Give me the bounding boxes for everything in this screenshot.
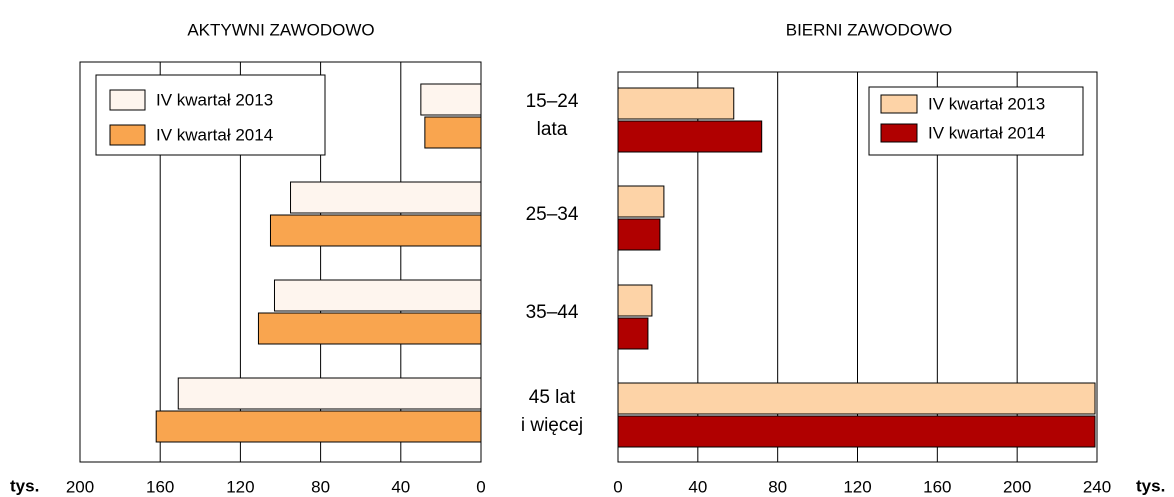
bar xyxy=(617,87,735,120)
category-label: 15–24 xyxy=(526,91,579,112)
x-tick-label: 40 xyxy=(688,477,707,496)
category-label: 35–44 xyxy=(526,302,579,323)
chart-title: BIERNI ZAWODOWO xyxy=(786,20,953,39)
category-label: lata xyxy=(537,119,568,140)
x-tick-label: 80 xyxy=(768,477,787,496)
x-tick-label: 200 xyxy=(66,477,94,496)
category-label: 25–34 xyxy=(526,204,579,225)
bar xyxy=(617,415,1096,448)
axis-unit: tys. xyxy=(10,476,39,495)
legend-label: IV kwartał 2014 xyxy=(156,125,273,144)
legend-swatch xyxy=(109,124,146,146)
x-tick-label: 160 xyxy=(923,477,951,496)
bar xyxy=(273,279,482,312)
bar xyxy=(424,116,482,149)
bar xyxy=(290,181,482,214)
legend-swatch xyxy=(109,89,146,111)
bar xyxy=(617,317,649,350)
legend-swatch xyxy=(880,123,918,143)
chart-title: AKTYWNI ZAWODOWO xyxy=(187,20,374,39)
bar xyxy=(155,410,482,443)
bar xyxy=(617,382,1096,415)
bar xyxy=(269,214,482,247)
category-label: 45 lat xyxy=(529,387,576,408)
bar xyxy=(617,218,661,251)
bar xyxy=(617,185,665,218)
x-tick-label: 80 xyxy=(311,477,330,496)
legend-label: IV kwartał 2013 xyxy=(928,94,1045,113)
x-tick-label: 160 xyxy=(146,477,174,496)
legend-swatch xyxy=(880,94,918,114)
x-tick-label: 0 xyxy=(476,477,485,496)
x-tick-label: 120 xyxy=(843,477,871,496)
bar xyxy=(420,83,482,116)
legend-label: IV kwartał 2014 xyxy=(928,123,1045,142)
x-tick-label: 240 xyxy=(1083,477,1111,496)
axis-unit: tys. xyxy=(1136,476,1165,495)
bar xyxy=(257,312,482,345)
legend-label: IV kwartał 2013 xyxy=(156,90,273,109)
x-tick-label: 0 xyxy=(613,477,622,496)
bar xyxy=(617,284,653,317)
x-tick-label: 120 xyxy=(226,477,254,496)
bar xyxy=(177,377,482,410)
x-tick-label: 40 xyxy=(391,477,410,496)
bar xyxy=(617,120,763,153)
category-label: i więcej xyxy=(521,415,583,436)
x-tick-label: 200 xyxy=(1003,477,1031,496)
